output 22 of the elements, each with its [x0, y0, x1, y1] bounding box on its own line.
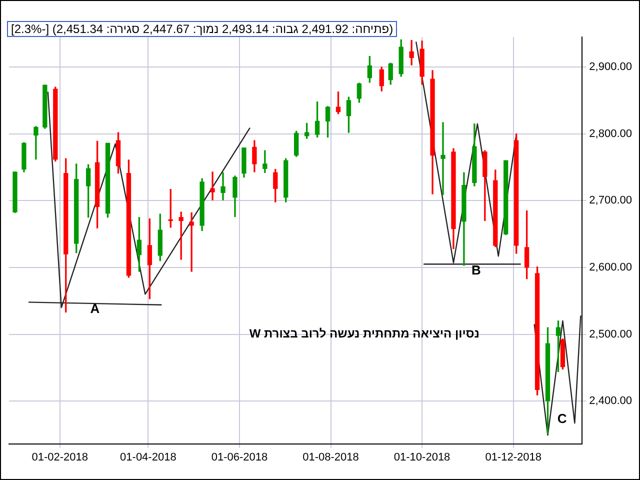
x-tick-label: 01-12-2018: [485, 451, 542, 464]
candlestick: [210, 172, 215, 200]
candlestick: [409, 40, 414, 66]
x-tick-label: 01-10-2018: [394, 451, 450, 464]
y-tick-label: 2,400.00: [589, 395, 632, 408]
candlestick: [34, 126, 38, 160]
y-tick-label: 2,600.00: [589, 261, 632, 274]
x-tick-label: 01-02-2018: [32, 451, 88, 464]
y-tick-label: 2,700.00: [589, 194, 632, 207]
y-tick-label: 2,500.00: [589, 328, 632, 340]
annotation: A: [90, 301, 100, 316]
x-tick-label: 01-04-2018: [120, 451, 176, 464]
y-tick-label: 2,800.00: [589, 128, 632, 140]
candlestick: [440, 122, 446, 195]
x-tick-label: 01-08-2018: [302, 451, 359, 464]
annotation: C: [557, 410, 568, 426]
x-tick-label: 01-06-2018: [211, 451, 268, 464]
candlestick: [220, 172, 226, 200]
annotation: נסיון היציאה מתחתית נעשה לרוב בצורת W: [249, 326, 480, 340]
y-tick-label: 2,900.00: [589, 61, 632, 74]
chart-subtitle: (פתיחה: 2,491.92 גבוה: 2,493.14 נמוך: 2,447.67 סגירה: 2,451.34) [-2.3%]: [7, 21, 398, 37]
annotation: B: [471, 262, 481, 278]
